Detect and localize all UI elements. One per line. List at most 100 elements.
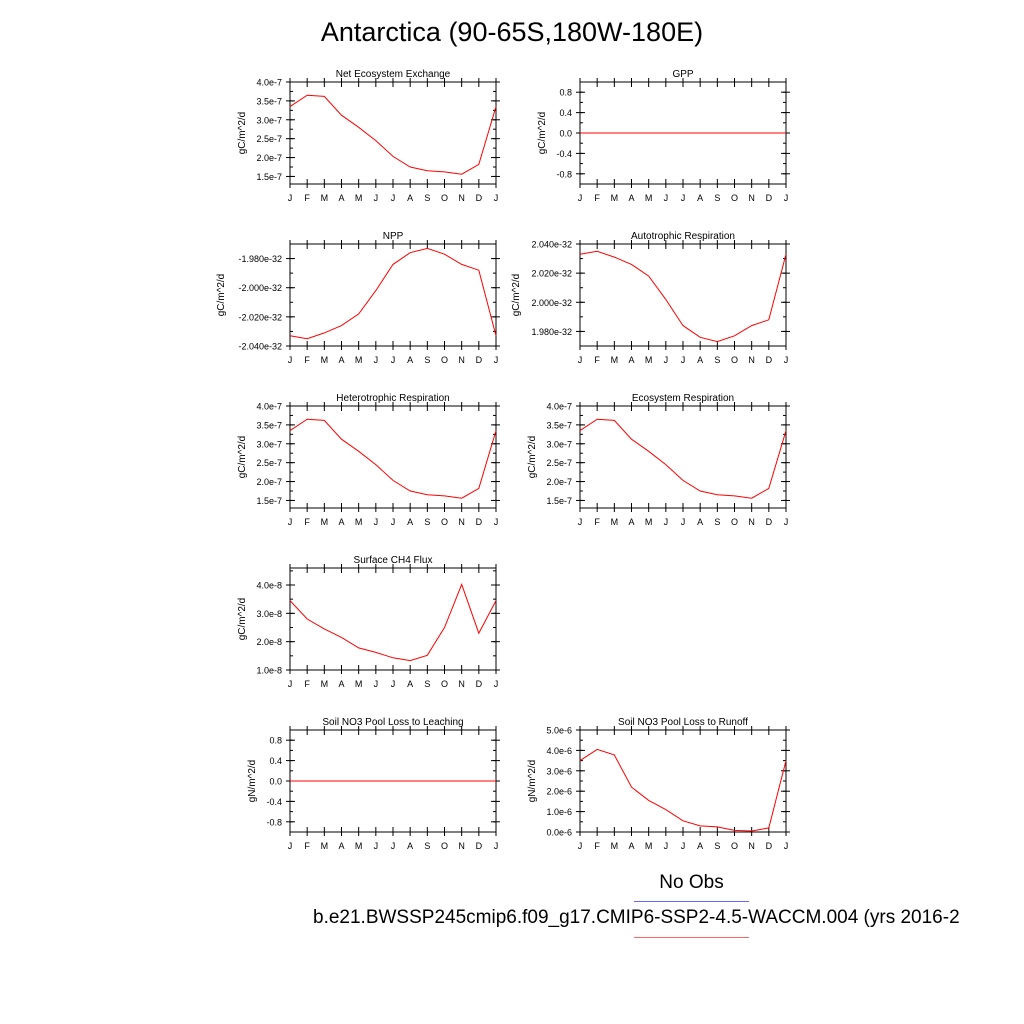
x-tick-label: O <box>441 355 448 365</box>
chart-title: Ecosystem Respiration <box>632 393 734 404</box>
y-tick-label: -0.4 <box>556 149 572 159</box>
x-tick-label: S <box>424 517 430 527</box>
x-tick-label: J <box>664 841 669 851</box>
x-tick-label: J <box>494 517 499 527</box>
y-tick-label: 4.0e-6 <box>546 746 572 756</box>
y-tick-label: 1.5e-7 <box>256 172 282 182</box>
x-tick-label: M <box>611 355 619 365</box>
x-tick-label: J <box>494 841 499 851</box>
chart-title: Soil NO3 Pool Loss to Leaching <box>322 717 463 728</box>
y-tick-label: -0.4 <box>266 797 282 807</box>
x-tick-label: F <box>594 517 600 527</box>
series-line <box>579 418 787 499</box>
x-tick-label: F <box>594 841 600 851</box>
x-tick-label: J <box>391 193 396 203</box>
x-tick-label: M <box>611 841 619 851</box>
x-tick-label: J <box>664 193 669 203</box>
x-tick-label: A <box>697 841 703 851</box>
y-tick-label: 0.8 <box>559 88 572 98</box>
x-tick-label: N <box>458 679 465 689</box>
y-axis-label: gC/m^2/d <box>216 274 227 317</box>
x-tick-label: J <box>374 517 379 527</box>
x-tick-label: S <box>714 517 720 527</box>
legend-case-line <box>634 937 749 938</box>
x-tick-label: J <box>784 841 789 851</box>
y-tick-label: 0.4 <box>559 108 572 118</box>
plot-frame <box>579 243 787 347</box>
y-tick-label: 4.0e-7 <box>546 402 572 412</box>
chart-title: Autotrophic Respiration <box>631 231 735 242</box>
x-tick-label: J <box>578 841 583 851</box>
x-tick-label: F <box>304 517 310 527</box>
x-tick-label: D <box>476 517 483 527</box>
y-axis-label: gC/m^2/d <box>237 112 248 155</box>
x-tick-label: J <box>784 193 789 203</box>
x-tick-label: M <box>611 517 619 527</box>
x-tick-label: J <box>784 355 789 365</box>
x-tick-label: O <box>441 841 448 851</box>
x-tick-label: J <box>288 517 293 527</box>
y-axis-label: gC/m^2/d <box>527 436 538 479</box>
x-tick-label: N <box>458 355 465 365</box>
y-tick-label: -2.040e-32 <box>238 342 282 352</box>
x-tick-label: N <box>748 517 755 527</box>
y-tick-label: 2.0e-8 <box>256 637 282 647</box>
x-tick-label: M <box>355 517 363 527</box>
y-tick-label: 2.0e-7 <box>546 477 572 487</box>
x-tick-label: M <box>645 517 653 527</box>
x-tick-label: M <box>355 355 363 365</box>
x-tick-label: D <box>766 517 773 527</box>
x-tick-label: M <box>355 841 363 851</box>
x-tick-label: A <box>338 841 344 851</box>
x-tick-label: J <box>494 355 499 365</box>
y-tick-label: 1.980e-32 <box>531 327 572 337</box>
chart-title: Soil NO3 Pool Loss to Runoff <box>618 717 748 728</box>
x-tick-label: M <box>645 355 653 365</box>
x-tick-label: J <box>288 679 293 689</box>
x-tick-label: D <box>476 841 483 851</box>
plot-frame <box>289 81 497 185</box>
x-tick-label: M <box>321 841 329 851</box>
x-tick-label: A <box>338 355 344 365</box>
x-tick-label: A <box>338 679 344 689</box>
x-tick-label: J <box>494 679 499 689</box>
x-tick-label: A <box>407 355 413 365</box>
y-tick-label: 4.0e-7 <box>256 402 282 412</box>
x-tick-label: N <box>458 517 465 527</box>
series-line <box>579 250 787 343</box>
y-tick-label: 5.0e-6 <box>546 726 572 736</box>
y-tick-label: -0.8 <box>266 817 282 827</box>
plot-frame <box>579 405 787 509</box>
chart-title: Surface CH4 Flux <box>354 555 433 566</box>
plot-frame <box>289 567 497 671</box>
x-tick-label: A <box>407 841 413 851</box>
y-tick-label: -2.000e-32 <box>238 283 282 293</box>
y-axis-label: gN/m^2/d <box>247 760 258 803</box>
x-tick-label: M <box>355 679 363 689</box>
y-axis-label: gC/m^2/d <box>237 436 248 479</box>
x-tick-label: O <box>731 517 738 527</box>
x-tick-label: A <box>628 841 634 851</box>
y-tick-label: 0.4 <box>269 756 282 766</box>
x-tick-label: F <box>594 355 600 365</box>
plot-frame <box>289 243 497 347</box>
x-tick-label: A <box>628 193 634 203</box>
y-tick-label: 2.5e-7 <box>546 458 572 468</box>
x-tick-label: A <box>338 517 344 527</box>
y-axis-label: gC/m^2/d <box>511 274 522 317</box>
legend-obs-label: No Obs <box>659 872 724 893</box>
y-tick-label: 2.0e-7 <box>256 477 282 487</box>
y-tick-label: 2.0e-6 <box>546 787 572 797</box>
x-tick-label: F <box>594 193 600 203</box>
x-tick-label: J <box>391 355 396 365</box>
x-tick-label: O <box>441 679 448 689</box>
x-tick-label: S <box>424 193 430 203</box>
chart-title: Heterotrophic Respiration <box>336 393 449 404</box>
